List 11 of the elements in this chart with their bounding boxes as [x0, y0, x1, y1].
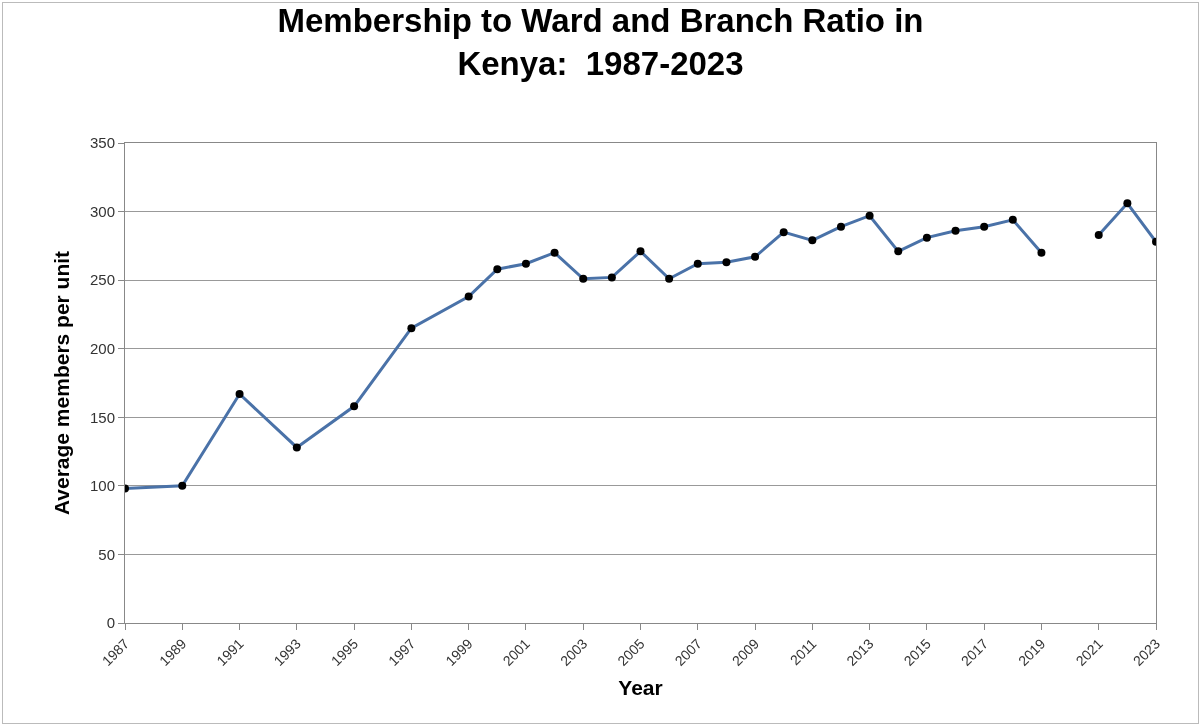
- y-tick-label: 100: [89, 477, 115, 495]
- x-axis-title: Year: [618, 676, 663, 700]
- y-tick-label: 300: [89, 202, 115, 220]
- chart-title: Membership to Ward and Branch Ratio in Kenya: 1987-2023: [277, 1, 924, 82]
- y-axis-title: Average members per unit: [50, 250, 74, 516]
- y-tick-label: 350: [89, 134, 115, 152]
- y-tick-label: 50: [98, 545, 115, 563]
- y-tick-label: 150: [89, 408, 115, 426]
- y-tick-label: 0: [106, 614, 115, 632]
- y-tick-label: 200: [89, 339, 115, 357]
- y-tick-label: 250: [89, 271, 115, 289]
